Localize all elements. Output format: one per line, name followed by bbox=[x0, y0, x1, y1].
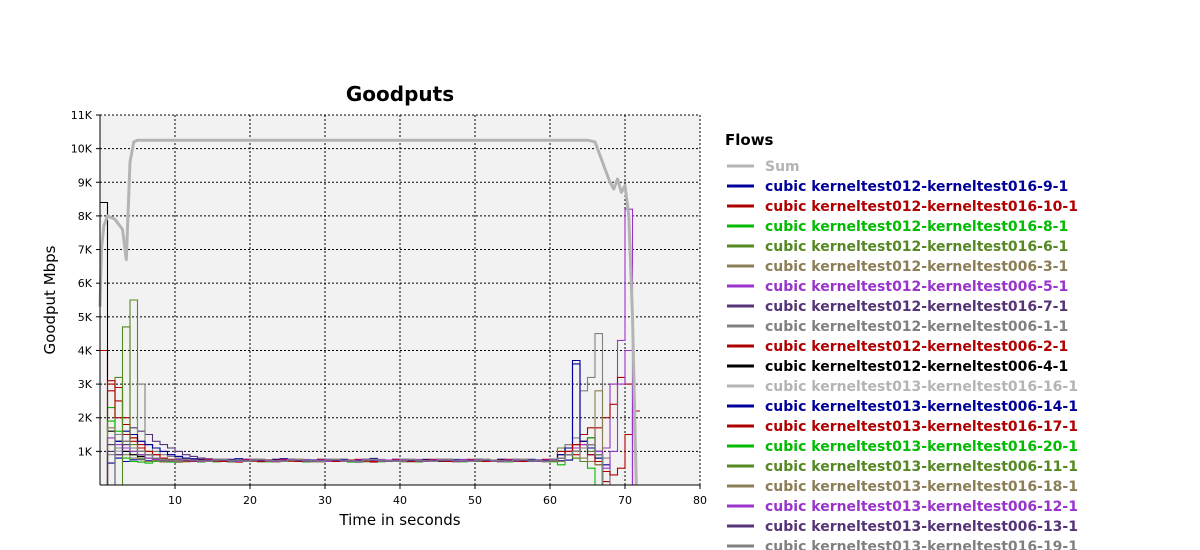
x-tick-label: 40 bbox=[393, 494, 407, 507]
y-tick-label: 9K bbox=[78, 176, 93, 189]
legend: Flows Sum cubic kerneltest012-kerneltest0… bbox=[725, 131, 1078, 550]
axis-ticks: 10 20 30 40 50 60 70 80 1K 2K 3K 4K 5K 6K 7K 8K 9K 10K 11K bbox=[71, 109, 707, 507]
y-tick-label: 2K bbox=[78, 412, 93, 425]
legend-entry: cubic kerneltest012-kerneltest006-3-1 bbox=[765, 259, 1068, 275]
legend-entry: cubic kerneltest012-kerneltest016-9-1 bbox=[765, 179, 1068, 195]
y-tick-label: 3K bbox=[78, 378, 93, 391]
y-axis-title: Goodput Mbps bbox=[41, 245, 59, 354]
y-tick-label: 6K bbox=[78, 277, 93, 290]
legend-entry: cubic kerneltest013-kerneltest006-12-1 bbox=[765, 499, 1078, 515]
x-tick-label: 80 bbox=[693, 494, 707, 507]
x-tick-label: 60 bbox=[543, 494, 557, 507]
legend-items: Sum cubic kerneltest012-kerneltest016-9-1… bbox=[727, 159, 1078, 550]
legend-entry: cubic kerneltest012-kerneltest006-4-1 bbox=[765, 359, 1068, 375]
legend-entry: cubic kerneltest012-kerneltest016-6-1 bbox=[765, 239, 1068, 255]
sum-line bbox=[98, 138, 638, 486]
legend-entry: cubic kerneltest012-kerneltest006-2-1 bbox=[765, 339, 1068, 355]
y-tick-label: 8K bbox=[78, 210, 93, 223]
legend-entry: cubic kerneltest012-kerneltest016-10-1 bbox=[765, 199, 1078, 215]
legend-title: Flows bbox=[725, 131, 774, 149]
chart-title: Goodputs bbox=[346, 82, 454, 106]
legend-entry: cubic kerneltest013-kerneltest006-13-1 bbox=[765, 519, 1078, 535]
y-tick-label: 7K bbox=[78, 244, 93, 257]
x-tick-label: 50 bbox=[468, 494, 482, 507]
x-tick-label: 20 bbox=[243, 494, 257, 507]
x-tick-label: 70 bbox=[618, 494, 632, 507]
legend-entry: cubic kerneltest013-kerneltest016-16-1 bbox=[765, 379, 1078, 395]
y-tick-label: 4K bbox=[78, 344, 93, 357]
y-tick-label: 5K bbox=[78, 311, 93, 324]
legend-entry: cubic kerneltest013-kerneltest006-14-1 bbox=[765, 399, 1078, 415]
legend-entry: cubic kerneltest013-kerneltest016-17-1 bbox=[765, 419, 1078, 435]
legend-entry: cubic kerneltest013-kerneltest016-20-1 bbox=[765, 439, 1078, 455]
grid-lines bbox=[100, 114, 701, 485]
legend-entry: cubic kerneltest013-kerneltest016-18-1 bbox=[765, 479, 1078, 495]
sum-line-group bbox=[98, 138, 638, 486]
series-lines bbox=[100, 201, 640, 486]
legend-entry: cubic kerneltest013-kerneltest016-19-1 bbox=[765, 539, 1078, 550]
legend-entry: cubic kerneltest012-kerneltest006-5-1 bbox=[765, 279, 1068, 295]
legend-entry: cubic kerneltest012-kerneltest016-7-1 bbox=[765, 299, 1068, 315]
y-tick-label: 11K bbox=[71, 109, 93, 122]
y-tick-label: 10K bbox=[71, 143, 93, 156]
legend-entry: cubic kerneltest012-kerneltest016-8-1 bbox=[765, 219, 1068, 235]
legend-entry: Sum bbox=[765, 159, 800, 175]
y-tick-label: 1K bbox=[78, 445, 93, 458]
legend-entry: cubic kerneltest013-kerneltest006-11-1 bbox=[765, 459, 1078, 475]
x-tick-label: 10 bbox=[168, 494, 182, 507]
x-tick-label: 30 bbox=[318, 494, 332, 507]
legend-entry: cubic kerneltest012-kerneltest006-1-1 bbox=[765, 319, 1068, 335]
series-line-19 bbox=[100, 433, 640, 486]
x-axis-title: Time in seconds bbox=[338, 511, 460, 529]
